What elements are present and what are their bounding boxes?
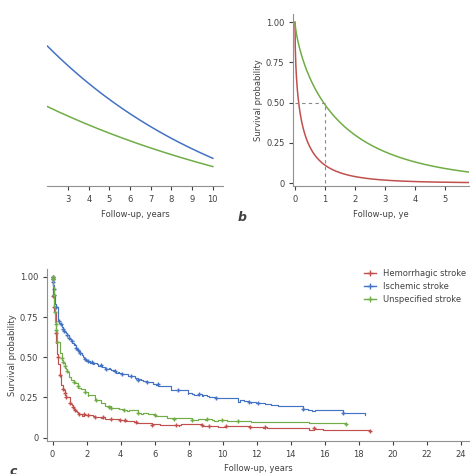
X-axis label: Follow-up, ye: Follow-up, ye bbox=[354, 210, 409, 219]
Legend: Hemorrhagic stroke, Ischemic stroke, Unspecified stroke: Hemorrhagic stroke, Ischemic stroke, Uns… bbox=[360, 265, 469, 307]
Text: b: b bbox=[237, 210, 246, 224]
Text: c: c bbox=[9, 465, 17, 474]
Y-axis label: Survival probability: Survival probability bbox=[8, 314, 17, 396]
X-axis label: Follow-up, years: Follow-up, years bbox=[224, 465, 293, 474]
X-axis label: Follow-up, years: Follow-up, years bbox=[101, 210, 170, 219]
Y-axis label: Survival probability: Survival probability bbox=[254, 59, 263, 141]
